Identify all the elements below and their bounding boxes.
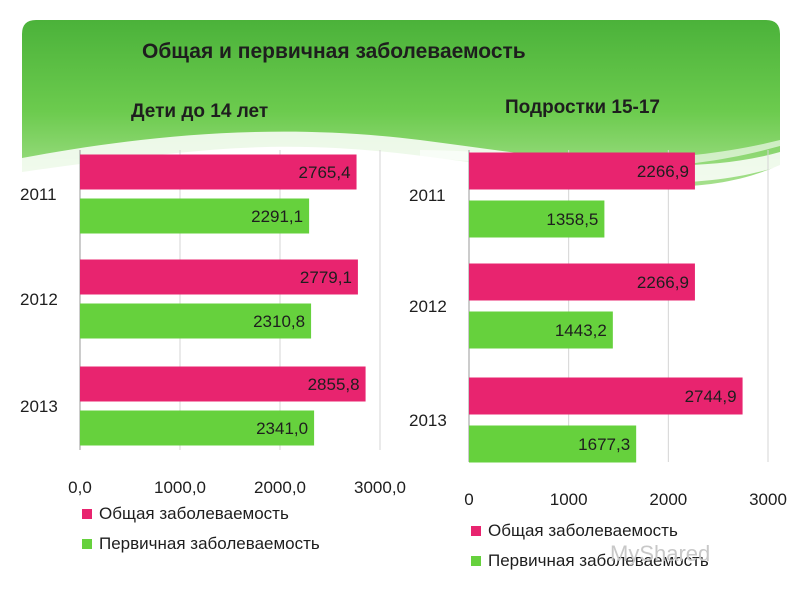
chart2-xtick-label: 2000 (649, 490, 687, 509)
chart2-category-label: 2012 (409, 297, 447, 316)
chart1-xtick-label: 0,0 (68, 478, 92, 497)
chart2-category-label: 2011 (409, 186, 446, 205)
chart2-title: Подростки 15-17 (505, 97, 660, 118)
chart2-legend-swatch (471, 556, 481, 566)
chart2-data-label: 2266,9 (637, 162, 689, 181)
chart1-category-label: 2011 (20, 185, 57, 204)
chart1-legend-label: Первичная заболеваемость (99, 534, 320, 553)
chart2-legend-label: Общая заболеваемость (488, 521, 678, 540)
chart1-data-label: 2310,8 (253, 312, 305, 331)
chart2-xtick-label: 1000 (550, 490, 588, 509)
chart1-bar-primary (80, 410, 315, 446)
chart1-xtick-label: 3000,0 (354, 478, 406, 497)
chart2-data-label: 1677,3 (578, 435, 630, 454)
chart2-bar-general (469, 152, 695, 190)
slide-title: Общая и первичная заболеваемость (142, 40, 526, 63)
chart2-bar-primary (469, 425, 637, 463)
chart1-bar-primary (80, 303, 312, 339)
chart1-category-label: 2013 (20, 397, 58, 416)
chart2-legend-label: Первичная заболеваемость (488, 551, 709, 570)
chart2-data-label: 1443,2 (555, 321, 607, 340)
chart1-xtick-label: 2000,0 (254, 478, 306, 497)
chart1-legend-label: Общая заболеваемость (99, 504, 289, 523)
chart2-data-label: 1358,5 (546, 210, 598, 229)
chart1-bar-general (80, 366, 366, 402)
chart1-legend-swatch (82, 509, 92, 519)
chart1-title: Дети до 14 лет (131, 101, 269, 122)
chart2-xtick-label: 0 (464, 490, 473, 509)
chart2-xtick-label: 3000 (749, 490, 787, 509)
chart2-bar-general (469, 377, 743, 415)
chart1-category-label: 2012 (20, 290, 58, 309)
chart1-bar-primary (80, 198, 310, 234)
chart1-data-label: 2855,8 (308, 375, 360, 394)
chart2-data-label: 2266,9 (637, 273, 689, 292)
chart1-legend-swatch (82, 539, 92, 549)
chart1-data-label: 2341,0 (256, 419, 308, 438)
chart1-data-label: 2291,1 (251, 207, 303, 226)
chart1-data-label: 2779,1 (300, 268, 352, 287)
chart1-data-label: 2765,4 (299, 163, 351, 182)
chart2-data-label: 2744,9 (685, 387, 737, 406)
chart2-legend-swatch (471, 526, 481, 536)
chart1-bar-general (80, 259, 358, 295)
chart1-xtick-label: 1000,0 (154, 478, 206, 497)
chart2-category-label: 2013 (409, 411, 447, 430)
watermark-text: MyShared (610, 541, 711, 566)
chart2-bar-general (469, 263, 695, 301)
chart2-bar-primary (469, 311, 613, 349)
chart2-bar-primary (469, 200, 605, 238)
chart1-bar-general (80, 154, 357, 190)
